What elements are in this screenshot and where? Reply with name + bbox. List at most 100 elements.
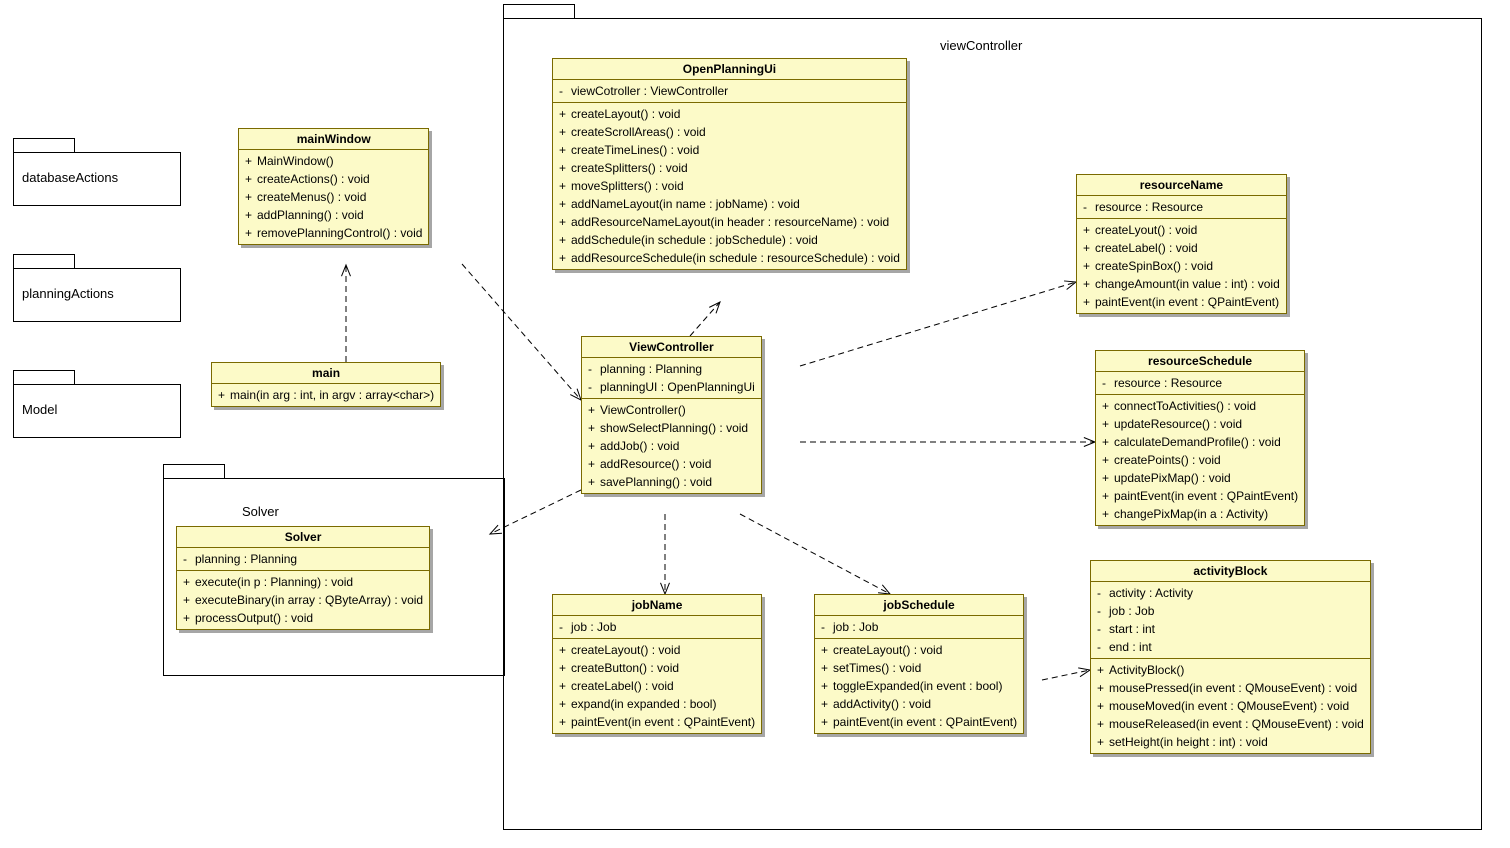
visibility: + [559,195,571,213]
visibility: + [588,401,600,419]
uml-operation-row: +paintEvent(in event : QPaintEvent) [559,713,755,731]
visibility: - [559,618,571,636]
visibility: + [588,437,600,455]
visibility: + [1097,733,1109,751]
uml-operations: +createLayout() : void+createButton() : … [553,638,761,733]
package-label-databaseActions: databaseActions [22,170,118,185]
signature: mouseMoved(in event : QMouseEvent) : voi… [1109,699,1349,713]
visibility: - [1097,620,1109,638]
uml-attributes: -planning : Planning [177,548,429,570]
signature: addResourceNameLayout(in header : resour… [571,215,889,229]
package-tab-Solver [163,464,225,479]
uml-operation-row: +addPlanning() : void [245,206,422,224]
signature: mouseReleased(in event : QMouseEvent) : … [1109,717,1364,731]
signature: MainWindow() [257,154,334,168]
uml-operation-row: +createMenus() : void [245,188,422,206]
visibility: - [821,618,833,636]
visibility: + [559,213,571,231]
signature: addResource() : void [600,457,711,471]
signature: ActivityBlock() [1109,663,1184,677]
uml-class-title: main [212,363,440,384]
uml-attribute-row: -resource : Resource [1083,198,1280,216]
visibility: + [821,713,833,731]
uml-class-mainWindow: mainWindow+MainWindow()+createActions() … [238,128,429,245]
signature: expand(in expanded : bool) [571,697,716,711]
signature: createLabel() : void [1095,241,1198,255]
uml-class-activityBlock: activityBlock-activity : Activity-job : … [1090,560,1371,754]
signature: createLayout() : void [571,643,680,657]
signature: resource : Resource [1114,376,1222,390]
visibility: + [559,105,571,123]
uml-operation-row: +addResourceSchedule(in schedule : resou… [559,249,900,267]
visibility: - [588,360,600,378]
uml-operation-row: +createSpinBox() : void [1083,257,1280,275]
signature: resource : Resource [1095,200,1203,214]
signature: savePlanning() : void [600,475,712,489]
visibility: + [1097,661,1109,679]
uml-operation-row: +createLyout() : void [1083,221,1280,239]
visibility: - [588,378,600,396]
visibility: + [183,573,195,591]
visibility: + [821,659,833,677]
uml-operation-row: +addSchedule(in schedule : jobSchedule) … [559,231,900,249]
uml-operation-row: +addJob() : void [588,437,755,455]
uml-operation-row: +changeAmount(in value : int) : void [1083,275,1280,293]
uml-operation-row: +createLayout() : void [559,641,755,659]
visibility: + [559,695,571,713]
signature: createScrollAreas() : void [571,125,706,139]
visibility: - [1097,584,1109,602]
visibility: + [1083,239,1095,257]
signature: processOutput() : void [195,611,313,625]
visibility: + [1102,505,1114,523]
uml-class-main: main +main(in arg : int, in argv : array<… [211,362,441,407]
uml-attribute-row: -job : Job [821,618,1017,636]
uml-operation-row: +updatePixMap() : void [1102,469,1298,487]
uml-class-title: jobSchedule [815,595,1023,616]
visibility: + [1102,469,1114,487]
uml-attributes: -job : Job [815,616,1023,638]
uml-attribute-row: -start : int [1097,620,1364,638]
signature: activity : Activity [1109,586,1193,600]
visibility: - [1097,602,1109,620]
uml-class-title: ViewController [582,337,761,358]
visibility: - [1097,638,1109,656]
uml-attribute-row: -activity : Activity [1097,584,1364,602]
visibility: + [218,386,230,404]
visibility: + [1102,415,1114,433]
uml-operation-row: +MainWindow() [245,152,422,170]
uml-class-title: jobName [553,595,761,616]
uml-operation-row: +createLayout() : void [559,105,900,123]
visibility: + [1083,293,1095,311]
uml-operation-row: +execute(in p : Planning) : void [183,573,423,591]
uml-operation-row: +changePixMap(in a : Activity) [1102,505,1298,523]
signature: addPlanning() : void [257,208,364,222]
package-tab-planningActions [13,254,75,269]
signature: createLabel() : void [571,679,674,693]
visibility: + [588,455,600,473]
signature: setTimes() : void [833,661,921,675]
package-label-planningActions: planningActions [22,286,114,301]
signature: executeBinary(in array : QByteArray) : v… [195,593,423,607]
visibility: + [245,206,257,224]
uml-operation-row: +paintEvent(in event : QPaintEvent) [1102,487,1298,505]
uml-operation-row: +createTimeLines() : void [559,141,900,159]
uml-attribute-row: -planning : Planning [588,360,755,378]
visibility: + [588,419,600,437]
signature: paintEvent(in event : QPaintEvent) [1114,489,1298,503]
package-tab-viewController [503,4,575,19]
visibility: + [245,170,257,188]
uml-operation-row: +paintEvent(in event : QPaintEvent) [821,713,1017,731]
signature: createMenus() : void [257,190,366,204]
visibility: + [559,123,571,141]
uml-class-resourceName: resourceName-resource : Resource+createL… [1076,174,1287,314]
uml-operation-row: +main(in arg : int, in argv : array<char… [218,386,434,404]
uml-operation-row: +mousePressed(in event : QMouseEvent) : … [1097,679,1364,697]
uml-class-ViewController: ViewController-planning : Planning-plann… [581,336,762,494]
signature: addResourceSchedule(in schedule : resour… [571,251,900,265]
signature: addJob() : void [600,439,679,453]
visibility: + [821,641,833,659]
uml-attributes: -activity : Activity-job : Job-start : i… [1091,582,1370,658]
uml-class-jobSchedule: jobSchedule-job : Job+createLayout() : v… [814,594,1024,734]
visibility: + [245,188,257,206]
signature: updatePixMap() : void [1114,471,1231,485]
